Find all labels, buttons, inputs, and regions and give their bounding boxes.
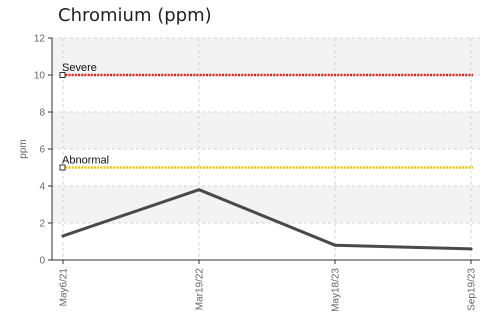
y-tick-label: 12: [34, 34, 46, 45]
threshold-lines: Severe Abnormal: [59, 62, 473, 171]
threshold-marker: [59, 164, 66, 171]
x-tick-label: May18/23: [331, 268, 342, 312]
x-tick-label: Mar19/22: [195, 268, 206, 311]
y-axis-label: ppm: [18, 139, 29, 158]
data-series: [61, 188, 473, 251]
plot-band: [52, 38, 480, 75]
y-tick-label: 6: [39, 145, 45, 156]
data-point: [61, 234, 65, 238]
y-tick-label: 0: [39, 256, 45, 267]
y-tick-label: 8: [39, 108, 45, 119]
data-point: [469, 247, 473, 251]
y-axis-ticks: 0 2 4 6 8 10 12: [34, 34, 52, 267]
threshold-label: Severe: [62, 62, 97, 74]
y-tick-label: 2: [39, 219, 45, 230]
threshold-marker: [59, 72, 66, 78]
data-point: [197, 188, 201, 192]
data-point: [333, 243, 337, 247]
y-tick-label: 4: [39, 182, 45, 193]
plot-background-bands: [52, 38, 480, 223]
x-tick-label: May6/21: [59, 268, 70, 307]
series-line: [61, 188, 473, 251]
plot-band: [52, 112, 480, 149]
chart-title: Chromium (ppm): [58, 5, 212, 26]
y-tick-label: 10: [34, 71, 46, 82]
x-axis-ticks: May6/21 Mar19/22 May18/23 Sep19/23: [59, 260, 478, 312]
threshold-label: Abnormal: [62, 155, 109, 167]
x-tick-label: Sep19/23: [467, 268, 478, 311]
